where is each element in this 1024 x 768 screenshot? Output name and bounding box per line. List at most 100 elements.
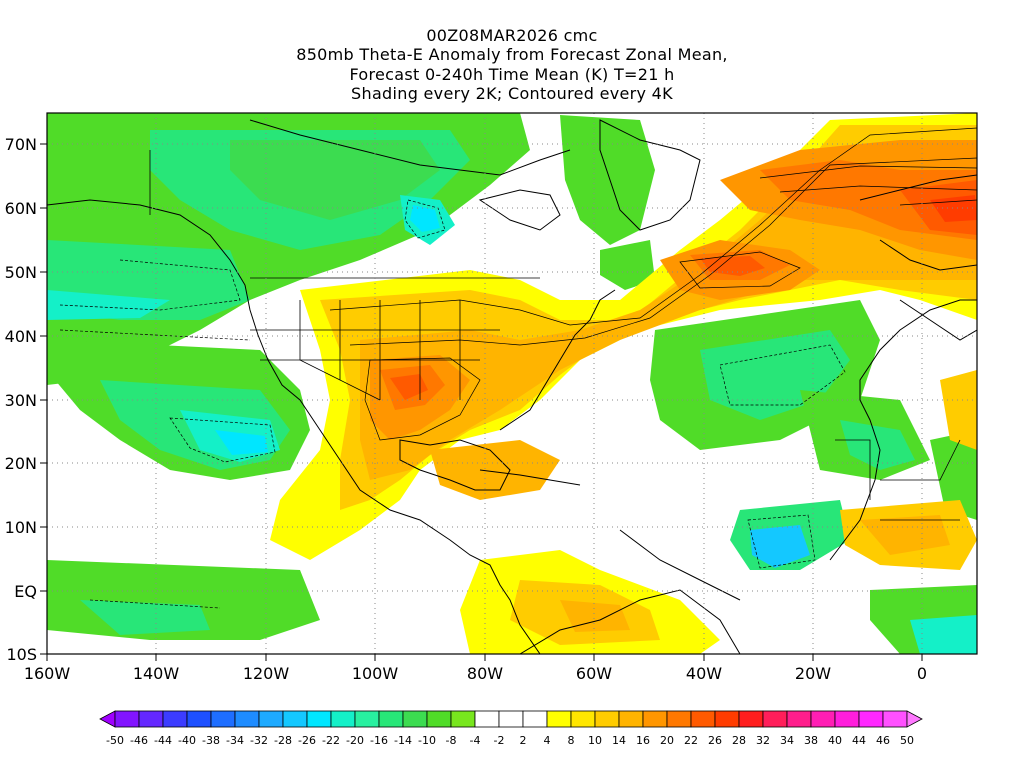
map-title-field: 850mb Theta-E Anomaly from Forecast Zona… [296,45,728,64]
coastlines [47,119,977,654]
colorbar-label: 14 [612,734,626,747]
colorbar-swatch [594,710,620,728]
colorbar-swatch [402,710,428,728]
colorbar-swatch [618,710,644,728]
colorbar-swatch [234,710,260,728]
lon-tick-label: 40W [686,664,722,683]
colorbar-label: -40 [178,734,196,747]
positive-anomaly-shading [270,113,977,654]
colorbar-label: -26 [298,734,316,747]
colorbar-label: -28 [274,734,292,747]
colorbar-label: -38 [202,734,220,747]
colorbar-label: -8 [446,734,457,747]
colorbar-swatch [258,710,284,728]
colorbar-swatch [570,710,596,728]
colorbar-swatch [282,710,308,728]
lat-tick-label: 60N [5,199,37,218]
colorbar-swatch [186,710,212,728]
colorbar-swatch [522,710,548,728]
lat-tick-label: EQ [14,582,37,601]
lon-tick-label: 140W [133,664,180,683]
lat-tick-label: 20N [5,454,37,473]
lat-tick-labels: 70N 60N 50N 40N 30N 20N 10N EQ 10S [5,135,37,664]
colorbar-label: 10 [588,734,602,747]
colorbar-swatch [162,710,188,728]
colorbar-label: -16 [370,734,388,747]
colorbar-label: 50 [900,734,914,747]
colorbar-label: 22 [684,734,698,747]
colorbar-label: 2 [520,734,527,747]
colorbar-label: -46 [130,734,148,747]
lon-tick-labels: 160W 140W 120W 100W 80W 60W 40W 20W 0 [24,664,927,683]
colorbar-arrow-low [99,710,116,728]
lat-tick-label: 70N [5,135,37,154]
lon-tick-label: 60W [576,664,612,683]
colorbar-arrow-high [906,710,923,728]
negative-contour-lines [59,199,846,609]
colorbar-swatch [354,710,380,728]
colorbar-label: -32 [250,734,268,747]
colorbar-label: 28 [732,734,746,747]
map-plot-area [47,113,977,654]
colorbar-swatch [642,710,668,728]
lon-tick-label: 120W [243,664,290,683]
colorbar-swatch [138,710,164,728]
colorbar-swatch [834,710,860,728]
colorbar-label: -50 [106,734,124,747]
lon-tick-label: 80W [467,664,503,683]
colorbar-swatch [426,710,452,728]
contour-lines [329,127,977,441]
colorbar-label: 44 [852,734,866,747]
colorbar-label: -2 [494,734,505,747]
colorbar-swatch [762,710,788,728]
negative-anomaly-shading [47,113,977,654]
colorbar-swatch [498,710,524,728]
lon-tick-label: 0 [917,664,927,683]
colorbar: -50 -46 -44 -40 -38 -34 -32 -28 -26 -22 -20 -16 -14-… [99,710,923,747]
lat-axis [40,143,47,655]
colorbar-label: 34 [780,734,794,747]
colorbar-swatch [690,710,716,728]
colorbar-swatch [474,710,500,728]
colorbar-swatch [786,710,812,728]
colorbar-label: -20 [346,734,364,747]
colorbar-swatch [738,710,764,728]
colorbar-swatch [666,710,692,728]
colorbar-swatch [546,710,572,728]
graticule [47,113,977,654]
colorbar-label: -34 [226,734,244,747]
map-frame [46,112,978,655]
colorbar-label: -44 [154,734,172,747]
colorbar-swatch [450,710,476,728]
colorbar-label: 40 [828,734,842,747]
lon-axis [46,654,923,661]
colorbar-swatch [810,710,836,728]
colorbar-swatch [114,710,140,728]
colorbar-label: 38 [804,734,818,747]
colorbar-label: 26 [708,734,722,747]
colorbar-label: -4 [470,734,481,747]
map-title-shading: Shading every 2K; Contoured every 4K [351,84,673,103]
colorbar-label: 4 [544,734,551,747]
colorbar-swatch [714,710,740,728]
colorbar-label: 20 [660,734,674,747]
lon-tick-label: 160W [24,664,71,683]
colorbar-swatch [210,710,236,728]
colorbar-label: -10 [418,734,436,747]
map-title-forecast: Forecast 0-240h Time Mean (K) T=21 h [349,65,675,84]
colorbar-label: 8 [568,734,575,747]
colorbar-label: 32 [756,734,770,747]
colorbar-label: 46 [876,734,890,747]
lon-tick-label: 20W [795,664,831,683]
lat-tick-label: 50N [5,263,37,282]
colorbar-swatch [306,710,332,728]
colorbar-swatch [330,710,356,728]
colorbar-swatch [882,710,908,728]
colorbar-label: 16 [636,734,650,747]
lat-tick-label: 10S [6,645,37,664]
lat-tick-label: 30N [5,391,37,410]
colorbar-label: -14 [394,734,412,747]
colorbar-swatch [858,710,884,728]
colorbar-label: -22 [322,734,340,747]
